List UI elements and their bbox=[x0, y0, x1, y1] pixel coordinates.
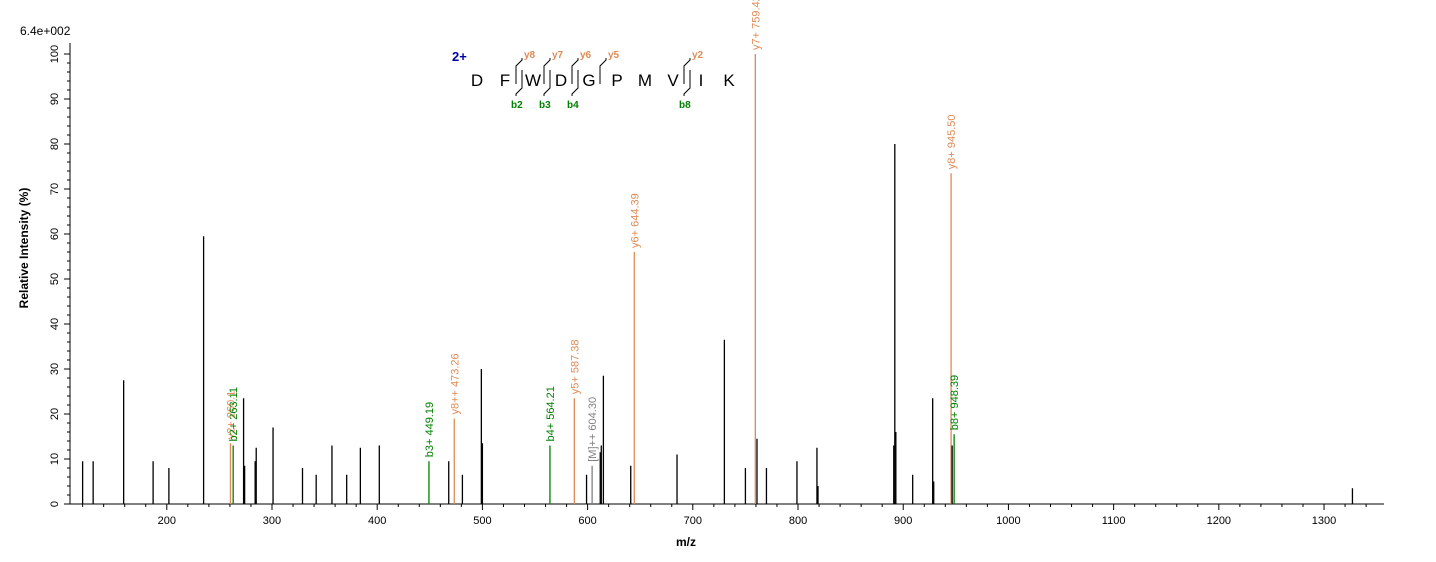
peak-label: b4+ 564.21 bbox=[545, 386, 557, 441]
y-tick-label: 100 bbox=[49, 45, 61, 63]
y-tick-label: 50 bbox=[49, 273, 61, 285]
x-tick-label: 500 bbox=[473, 515, 491, 527]
sequence-residue: K bbox=[723, 71, 735, 90]
b-cleavage-marker bbox=[571, 70, 579, 96]
y-tick-label: 10 bbox=[49, 453, 61, 465]
y-fragment-label: y5 bbox=[608, 50, 620, 61]
intensity-scale-label: 6.4e+002 bbox=[20, 24, 71, 38]
x-tick-label: 800 bbox=[789, 515, 807, 527]
peak-labels-group: y2+ 260.1b2+ 263.11 b3+ 449.19 y8++ 473.26… bbox=[225, 0, 961, 462]
sequence-residue: D bbox=[471, 71, 483, 90]
x-tick-label: 900 bbox=[894, 515, 912, 527]
peak-label: b8+ 948.39 bbox=[949, 375, 961, 430]
charge-state-label: 2+ bbox=[452, 49, 467, 64]
y-cleavage-marker bbox=[543, 58, 551, 84]
peak-label: y5+ 587.38 bbox=[569, 340, 581, 395]
x-tick-label: 1200 bbox=[1207, 515, 1231, 527]
b-fragment-label: b3 bbox=[539, 100, 551, 111]
sequence-residue: F bbox=[500, 71, 510, 90]
y-tick-label: 90 bbox=[49, 93, 61, 105]
y-tick-label: 70 bbox=[49, 183, 61, 195]
y-fragment-label: y2 bbox=[692, 50, 704, 61]
y-tick-label: 20 bbox=[49, 408, 61, 420]
sequence-residue: P bbox=[611, 71, 622, 90]
peak-label: [M]++ 604.30 bbox=[587, 397, 599, 462]
x-tick-label: 200 bbox=[158, 515, 176, 527]
peak-label: y7+ 759.42 bbox=[750, 0, 762, 50]
y-cleavage-marker bbox=[515, 58, 523, 84]
x-tick-label: 1000 bbox=[996, 515, 1020, 527]
sequence-residue: G bbox=[582, 71, 595, 90]
sequence-residue: I bbox=[699, 71, 704, 90]
x-tick-label: 700 bbox=[684, 515, 702, 527]
b-fragment-label: b8 bbox=[679, 100, 691, 111]
y-axis-title: Relative Intensity (%) bbox=[17, 188, 31, 309]
x-tick-label: 1100 bbox=[1102, 515, 1126, 527]
b-fragment-label: b4 bbox=[567, 100, 579, 111]
peaks-group bbox=[81, 54, 1354, 504]
peak-label: y2+ 260.1 bbox=[225, 391, 237, 440]
y-fragment-label: y8 bbox=[524, 50, 536, 61]
b-cleavage-marker bbox=[543, 70, 551, 96]
peak-label: b2+ 263.11 bbox=[228, 387, 240, 442]
x-tick-label: 1300 bbox=[1312, 515, 1336, 527]
y-cleavage-marker bbox=[571, 58, 579, 84]
b-fragment-label: b2 bbox=[511, 100, 523, 111]
y-cleavage-marker bbox=[599, 58, 607, 84]
y-tick-label: 0 bbox=[49, 501, 61, 507]
y-tick-label: 60 bbox=[49, 228, 61, 240]
x-tick-label: 600 bbox=[578, 515, 596, 527]
x-axis-title: m/z bbox=[676, 535, 696, 549]
y-tick-label: 30 bbox=[49, 363, 61, 375]
y-fragment-label: y6 bbox=[580, 50, 592, 61]
x-tick-label: 400 bbox=[368, 515, 386, 527]
peak-label: b3+ 449.19 bbox=[424, 402, 436, 457]
b-cleavage-marker bbox=[515, 70, 523, 96]
y-cleavage-marker bbox=[683, 58, 691, 84]
peak-label: y8+ 945.50 bbox=[946, 115, 958, 170]
sequence-residue: W bbox=[525, 71, 541, 90]
peak-label: y8++ 473.26 bbox=[449, 353, 461, 414]
sequence-residue: V bbox=[667, 71, 679, 90]
sequence-residue: D bbox=[555, 71, 567, 90]
axes-group: 0 10 20 30 40 50 60 70 80 90 100 200 300 400 500 600 700… bbox=[49, 43, 1384, 527]
x-tick-label: 300 bbox=[263, 515, 281, 527]
peak-label: y6+ 644.39 bbox=[629, 193, 641, 248]
y-tick-label: 40 bbox=[49, 318, 61, 330]
y-fragment-label: y7 bbox=[552, 50, 564, 61]
y-tick-label: 80 bbox=[49, 138, 61, 150]
b-cleavage-marker bbox=[683, 70, 691, 96]
sequence-residue: M bbox=[638, 71, 652, 90]
